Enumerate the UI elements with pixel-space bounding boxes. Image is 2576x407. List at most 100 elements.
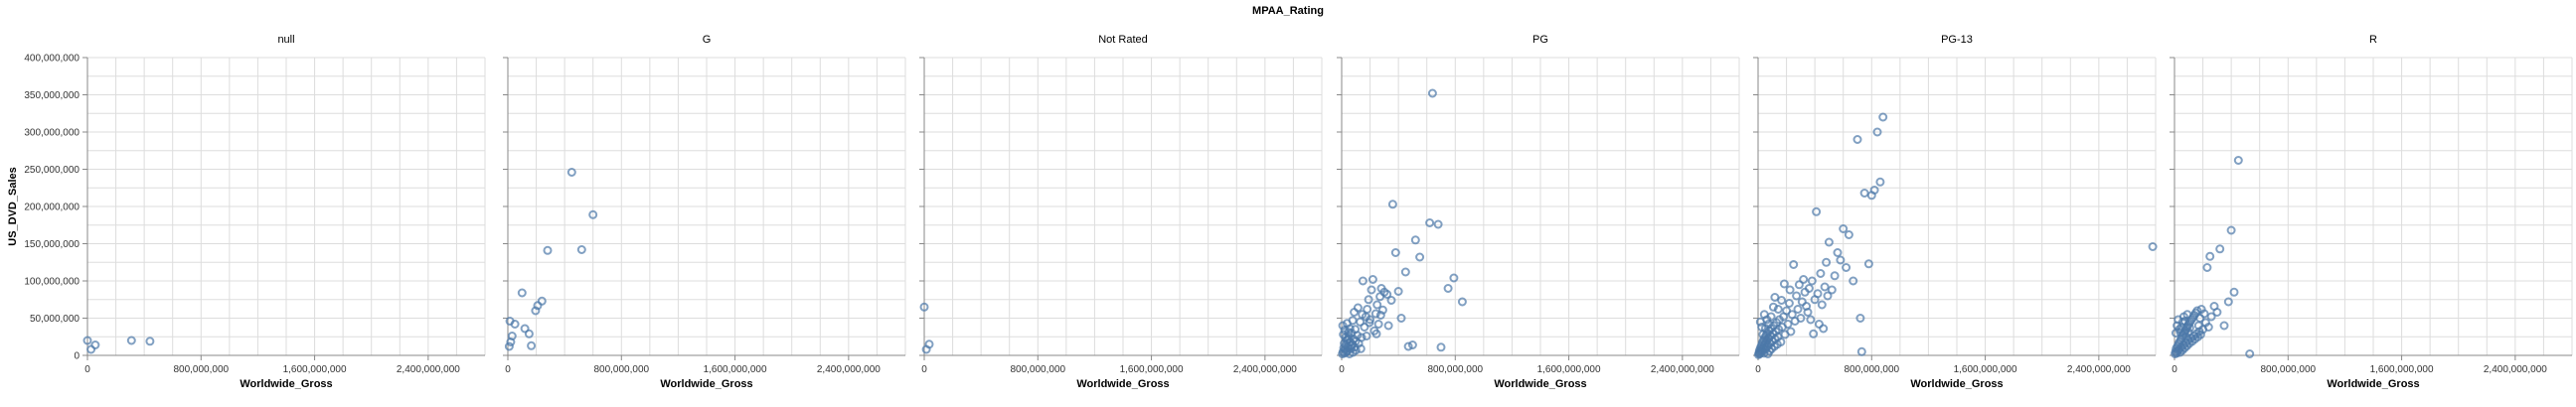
data-point	[1777, 296, 1787, 305]
data-point	[2245, 349, 2255, 358]
facet-label: PG	[1532, 34, 1548, 46]
points-group	[1338, 88, 1467, 358]
data-point	[90, 340, 100, 349]
data-point	[1363, 305, 1372, 314]
data-point	[1786, 327, 1796, 337]
data-point	[2223, 297, 2233, 307]
x-axis-title: Worldwide_Gross	[1494, 378, 1586, 390]
data-point	[1859, 189, 1869, 198]
data-point	[2199, 309, 2209, 319]
x-tick-label: 1,600,000,000	[1120, 364, 1184, 375]
data-point	[126, 336, 136, 345]
grid	[507, 57, 906, 356]
data-point	[1403, 341, 1413, 351]
data-point	[2182, 310, 2192, 320]
x-tick-label: 800,000,000	[173, 364, 229, 375]
data-point	[527, 340, 537, 350]
data-point	[2215, 244, 2225, 254]
data-point	[1345, 324, 1355, 334]
data-point	[1793, 305, 1803, 314]
facet-panel: R 0 800,000,000 1,600,000,000 2,400,000,000 W…	[2170, 34, 2573, 390]
data-point	[145, 337, 155, 346]
points-group	[919, 302, 934, 354]
data-point	[1833, 248, 1843, 257]
x-tick-label: 1,600,000,000	[1954, 364, 2017, 375]
x-tick-label: 0	[505, 364, 511, 375]
grid	[2174, 57, 2573, 356]
x-tick-label: 800,000,000	[2260, 364, 2316, 375]
data-point	[524, 329, 534, 339]
y-tick-label: 300,000,000	[24, 128, 80, 139]
data-point	[1852, 135, 1862, 144]
data-point	[1872, 127, 1882, 137]
grid	[86, 57, 486, 356]
data-point	[1785, 285, 1795, 295]
x-axis-title: Worldwide_Gross	[660, 378, 752, 390]
data-point	[1351, 337, 1361, 346]
data-point	[1356, 343, 1366, 353]
data-point	[1817, 300, 1827, 310]
data-point	[1842, 263, 1852, 272]
data-point	[2206, 312, 2216, 322]
data-point	[1407, 340, 1417, 349]
data-point	[1383, 321, 1393, 331]
data-point	[1375, 311, 1385, 320]
data-point	[1768, 302, 1778, 312]
facet-label: PG-13	[1941, 34, 1973, 46]
y-tick-label: 0	[74, 351, 80, 362]
points-group	[1753, 112, 2158, 359]
x-tick-label: 2,400,000,000	[1233, 364, 1297, 375]
data-point	[2192, 306, 2202, 316]
facet-panel: PG-13 0 800,000,000 1,600,000,000 2,400,000,…	[1753, 34, 2158, 390]
data-point	[1353, 303, 1363, 313]
data-point	[1776, 338, 1786, 346]
x-tick-label: 1,600,000,000	[2370, 364, 2434, 375]
data-point	[1443, 284, 1453, 293]
data-point	[588, 209, 598, 219]
data-point	[1773, 305, 1783, 314]
facet-panel: null 0 800,000,000 1,600,000,000 2,400,000,0…	[24, 34, 486, 390]
data-point	[1822, 257, 1832, 267]
x-tick-label: 2,400,000,000	[2484, 364, 2547, 375]
data-point	[1812, 206, 1822, 216]
data-point	[1415, 252, 1425, 262]
data-point	[543, 245, 553, 255]
x-tick-label: 0	[2172, 364, 2177, 375]
data-point	[1804, 284, 1814, 293]
data-point	[1796, 314, 1806, 323]
data-point	[2203, 323, 2213, 332]
data-point	[1393, 287, 1403, 296]
x-tick-label: 0	[921, 364, 927, 375]
data-point	[1849, 276, 1858, 286]
data-point	[2184, 323, 2194, 333]
grid	[923, 57, 1323, 356]
data-point	[1449, 273, 1459, 283]
x-tick-label: 800,000,000	[1844, 364, 1899, 375]
data-point	[2212, 308, 2222, 317]
data-point	[919, 302, 929, 312]
data-point	[1360, 323, 1369, 332]
x-axis-title: Worldwide_Gross	[2327, 378, 2419, 390]
x-tick-label: 2,400,000,000	[817, 364, 881, 375]
data-point	[1367, 285, 1376, 295]
y-tick-label: 250,000,000	[24, 165, 80, 176]
x-axis-title: Worldwide_Gross	[240, 378, 332, 390]
x-tick-label: 2,400,000,000	[2067, 364, 2131, 375]
x-tick-label: 1,600,000,000	[1537, 364, 1601, 375]
x-tick-label: 0	[1755, 364, 1761, 375]
y-tick-label: 200,000,000	[24, 203, 80, 213]
data-point	[1784, 299, 1794, 308]
facet-label: R	[2369, 34, 2377, 46]
data-point	[1813, 289, 1823, 299]
data-point	[1789, 260, 1799, 269]
data-point	[1855, 314, 1865, 323]
y-axis-title: US_DVD_Sales	[7, 167, 19, 246]
facet-label: G	[703, 34, 712, 46]
x-tick-label: 0	[1339, 364, 1345, 375]
data-point	[1358, 310, 1368, 320]
grid	[1341, 57, 1740, 356]
data-point	[1836, 255, 1846, 265]
data-point	[1820, 282, 1830, 292]
x-tick-label: 1,600,000,000	[704, 364, 767, 375]
